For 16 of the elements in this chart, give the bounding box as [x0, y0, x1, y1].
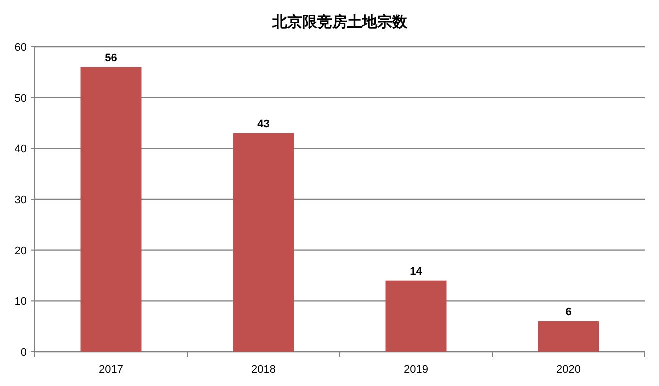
xtick: 2020 — [556, 364, 581, 376]
data-label: 14 — [410, 266, 422, 278]
data-label: 43 — [258, 118, 270, 130]
ytick: 20 — [14, 245, 27, 258]
data-label: 56 — [105, 52, 118, 64]
data-label: 6 — [566, 306, 572, 318]
ytick: 10 — [14, 296, 27, 308]
ytick: 40 — [14, 144, 27, 156]
ytick: 60 — [14, 42, 27, 54]
xtick: 2019 — [404, 364, 428, 376]
ytick: 50 — [14, 92, 27, 105]
title: 北京限竞房土地宗数 — [272, 14, 408, 31]
ytick: 30 — [14, 194, 27, 206]
xtick: 2017 — [99, 364, 124, 376]
xtick: 2018 — [252, 364, 276, 376]
ytick: 0 — [20, 347, 27, 359]
